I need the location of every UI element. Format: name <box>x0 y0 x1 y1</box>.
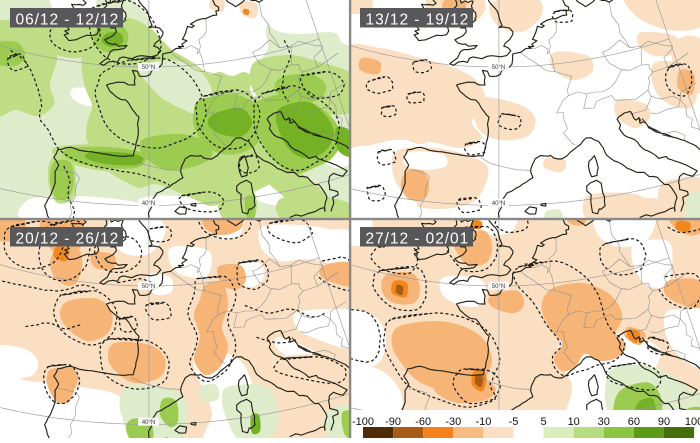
svg-text:5: 5 <box>541 416 547 428</box>
svg-text:30: 30 <box>598 416 610 428</box>
svg-text:-60: -60 <box>415 416 431 428</box>
svg-text:60: 60 <box>628 416 640 428</box>
svg-text:13/12 - 19/12: 13/12 - 19/12 <box>366 11 470 28</box>
svg-text:10: 10 <box>568 416 580 428</box>
svg-text:-90: -90 <box>385 416 401 428</box>
svg-text:20/12 - 26/12: 20/12 - 26/12 <box>16 230 120 247</box>
svg-text:27/12 - 02/01: 27/12 - 02/01 <box>366 230 470 247</box>
svg-text:-10: -10 <box>475 416 491 428</box>
svg-text:90: 90 <box>658 416 670 428</box>
svg-text:100: 100 <box>685 416 700 428</box>
svg-text:-5: -5 <box>509 416 519 428</box>
svg-text:-30: -30 <box>445 416 461 428</box>
svg-text:06/12 - 12/12: 06/12 - 12/12 <box>16 11 120 28</box>
svg-text:-100: -100 <box>352 416 374 428</box>
